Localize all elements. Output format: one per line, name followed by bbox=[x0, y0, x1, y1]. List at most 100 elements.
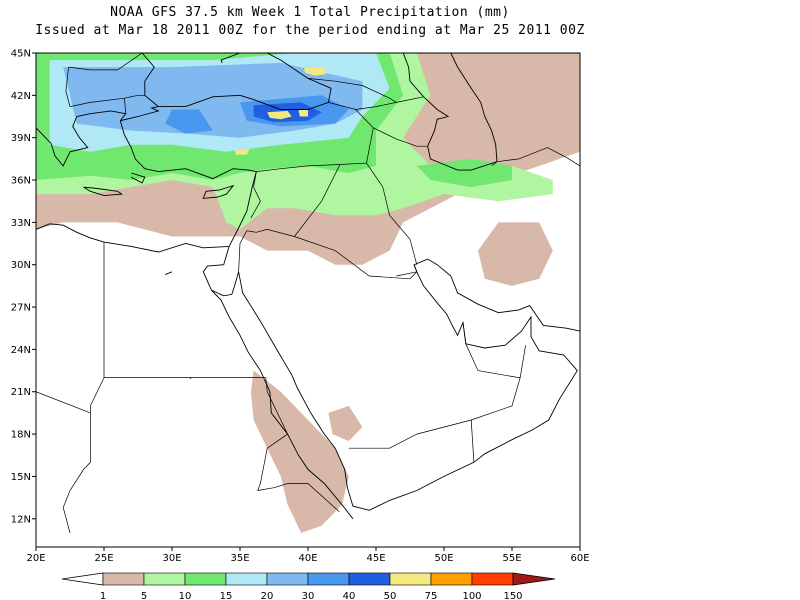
political-borders bbox=[36, 53, 580, 533]
lat-tick-label: 30N bbox=[11, 260, 31, 271]
legend-label: 10 bbox=[179, 591, 192, 600]
legend-swatch bbox=[102, 572, 145, 586]
country-border bbox=[68, 53, 143, 71]
country-border bbox=[62, 412, 91, 533]
country-border bbox=[491, 161, 498, 167]
precip-region-50mm bbox=[234, 149, 250, 155]
lon-tick-label: 25E bbox=[94, 553, 113, 564]
water-outline bbox=[165, 271, 173, 276]
lon-tick-label: 45E bbox=[366, 553, 385, 564]
country-border bbox=[465, 343, 521, 378]
map-title: NOAA GFS 37.5 km Week 1 Total Precipitat… bbox=[110, 5, 510, 20]
lon-tick-label: 50E bbox=[434, 553, 453, 564]
legend-swatch bbox=[143, 572, 186, 586]
country-border bbox=[238, 229, 418, 280]
latitude-axis: 45N 42N 39N 36N 33N 30N 27N 24N 21N 18N 15N 12N bbox=[11, 49, 36, 525]
water-outline bbox=[402, 53, 450, 147]
coastline bbox=[220, 53, 241, 64]
lat-tick-label: 36N bbox=[11, 176, 31, 187]
lon-tick-label: 35E bbox=[230, 553, 249, 564]
country-border bbox=[90, 242, 105, 413]
precip-region-1mm bbox=[328, 405, 363, 442]
legend-swatch bbox=[225, 572, 268, 586]
country-border bbox=[348, 405, 513, 449]
lat-tick-label: 33N bbox=[11, 218, 31, 229]
legend-swatch bbox=[266, 572, 309, 586]
lat-tick-label: 39N bbox=[11, 133, 31, 144]
legend-swatch bbox=[307, 572, 350, 586]
country-border bbox=[547, 147, 580, 167]
lat-tick-label: 45N bbox=[11, 49, 31, 60]
country-border bbox=[257, 377, 340, 512]
legend-below-triangle bbox=[61, 572, 104, 586]
country-border bbox=[250, 171, 261, 219]
country-border bbox=[65, 67, 71, 107]
country-border bbox=[496, 158, 519, 163]
lon-tick-label: 20E bbox=[26, 553, 45, 564]
water-outline bbox=[130, 172, 146, 184]
lat-tick-label: 18N bbox=[11, 430, 31, 441]
country-border bbox=[131, 53, 132, 54]
precip-region-50mm bbox=[303, 67, 326, 76]
precip-region-30mm bbox=[165, 109, 213, 134]
legend-swatch bbox=[389, 572, 432, 586]
country-border bbox=[69, 97, 125, 107]
lat-tick-label: 15N bbox=[11, 472, 31, 483]
legend-label: 1 bbox=[100, 591, 106, 600]
coastline bbox=[238, 258, 580, 511]
precip-region-1mm bbox=[478, 222, 553, 286]
country-border bbox=[124, 94, 145, 114]
legend-label: 50 bbox=[384, 591, 397, 600]
country-border bbox=[294, 164, 340, 237]
legend-swatch bbox=[184, 572, 227, 586]
legend-above-triangle bbox=[512, 572, 556, 586]
lon-tick-label: 60E bbox=[570, 553, 589, 564]
precip-region-1mm bbox=[250, 370, 349, 533]
legend-label: 15 bbox=[220, 591, 233, 600]
map-subtitle: Issued at Mar 18 2011 00Z for the period… bbox=[35, 23, 585, 38]
lat-tick-label: 27N bbox=[11, 303, 31, 314]
precip-region-10mm bbox=[416, 158, 512, 188]
country-border bbox=[189, 377, 192, 380]
legend-label: 75 bbox=[425, 591, 438, 600]
lat-tick-label: 42N bbox=[11, 91, 31, 102]
lon-tick-label: 55E bbox=[502, 553, 521, 564]
water-outline bbox=[202, 184, 235, 199]
country-border bbox=[518, 147, 548, 160]
country-border bbox=[373, 127, 428, 147]
water-outlines bbox=[83, 53, 498, 276]
country-border bbox=[307, 78, 397, 103]
country-border bbox=[470, 419, 475, 463]
country-border bbox=[396, 271, 417, 277]
precip-region-50mm bbox=[267, 110, 292, 120]
country-border bbox=[413, 264, 418, 272]
water-outline bbox=[427, 53, 498, 171]
coastline bbox=[141, 53, 159, 107]
coastline bbox=[120, 53, 332, 122]
country-border bbox=[462, 322, 467, 344]
lat-tick-label: 12N bbox=[11, 514, 31, 525]
legend-label: 5 bbox=[141, 591, 147, 600]
coastline bbox=[36, 110, 257, 253]
legend-swatch bbox=[348, 572, 391, 586]
legend-label: 100 bbox=[462, 591, 481, 600]
legend-swatch bbox=[471, 572, 514, 586]
precip-region-50mm bbox=[298, 109, 308, 117]
lat-tick-label: 24N bbox=[11, 345, 31, 356]
legend-label: 150 bbox=[503, 591, 522, 600]
country-border bbox=[328, 102, 356, 110]
lat-tick-label: 21N bbox=[11, 387, 31, 398]
legend-label: 20 bbox=[261, 591, 274, 600]
water-outline bbox=[83, 186, 123, 197]
longitude-axis: 20E 25E 30E 35E 40E 45E 50E 55E 60E bbox=[26, 547, 590, 564]
legend-label: 30 bbox=[302, 591, 315, 600]
country-border bbox=[36, 391, 91, 414]
color-legend: 1 5 10 15 20 30 40 50 75 100 150 bbox=[61, 572, 556, 600]
country-border bbox=[366, 162, 418, 265]
legend-label: 40 bbox=[343, 591, 356, 600]
legend-swatch bbox=[430, 572, 473, 586]
coastlines bbox=[36, 53, 580, 520]
lon-tick-label: 30E bbox=[162, 553, 181, 564]
lon-tick-label: 40E bbox=[298, 553, 317, 564]
